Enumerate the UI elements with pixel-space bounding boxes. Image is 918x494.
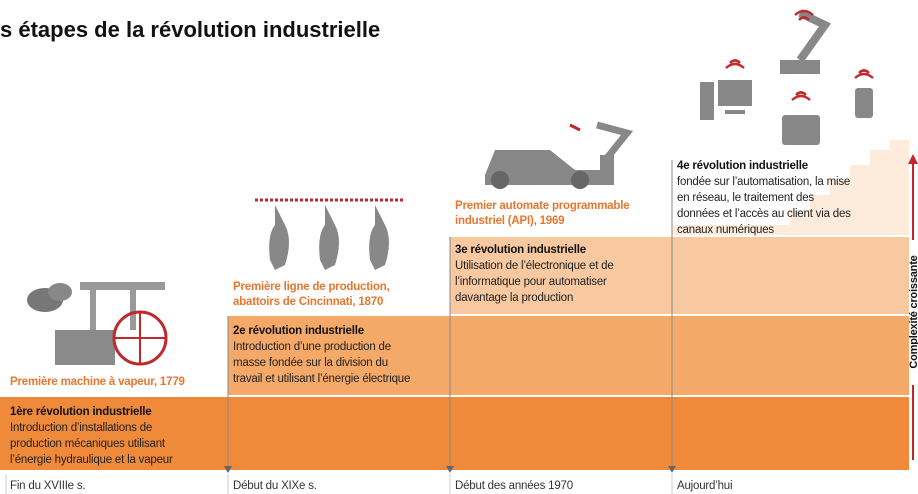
axis-label: Complexité croissante [908,255,918,368]
era-heading: 1ère révolution industrielle [10,406,151,418]
era-description: Utilisation de l’électronique et de [455,260,614,272]
era-date: Aujourd’hui [677,480,732,492]
era-description: données et l’accès au client via des [677,208,851,220]
infographic: s étapes de la révolution industrielle [0,0,918,494]
era-description: canaux numériques [677,224,774,236]
era-caption: Première machine à vapeur, 1779 [10,376,185,388]
era-description: masse fondée sur la division du [233,357,388,369]
digital-icons [700,11,873,145]
era-date: Début du XIXe s. [233,480,317,492]
steam-engine-icon [27,282,166,365]
era-heading: 4e révolution industrielle [677,160,808,172]
production-line-icon [255,200,405,270]
era-heading: 3e révolution industrielle [455,244,586,256]
title: s étapes de la révolution industrielle [0,17,380,42]
era-date: Début des années 1970 [455,480,573,492]
era-description: davantage la production [455,292,573,304]
era-description: en réseau, le traitement des [677,192,814,204]
era-description: travail et utilisant l’énergie électriqu… [233,373,410,385]
era-description: l’énergie hydraulique et la vapeur [10,454,173,466]
era-date: Fin du XVIIIe s. [10,480,85,492]
era-description: fondée sur l’automatisation, la mise [677,176,850,188]
car-robot-icon [485,125,627,189]
era-description: Introduction d’installations de [10,422,152,434]
era-description: production mécaniques utilisant [10,438,166,450]
era-caption: industriel (API), 1969 [455,215,564,227]
era-caption: abattoirs de Cincinnati, 1870 [233,296,383,308]
era-caption: Première ligne de production, [233,281,390,293]
era-heading: 2e révolution industrielle [233,325,364,337]
era-caption: Premier automate programmable [455,200,629,212]
era-description: l’informatique pour automatiser [455,276,607,288]
era-description: Introduction d’une production de [233,341,391,353]
